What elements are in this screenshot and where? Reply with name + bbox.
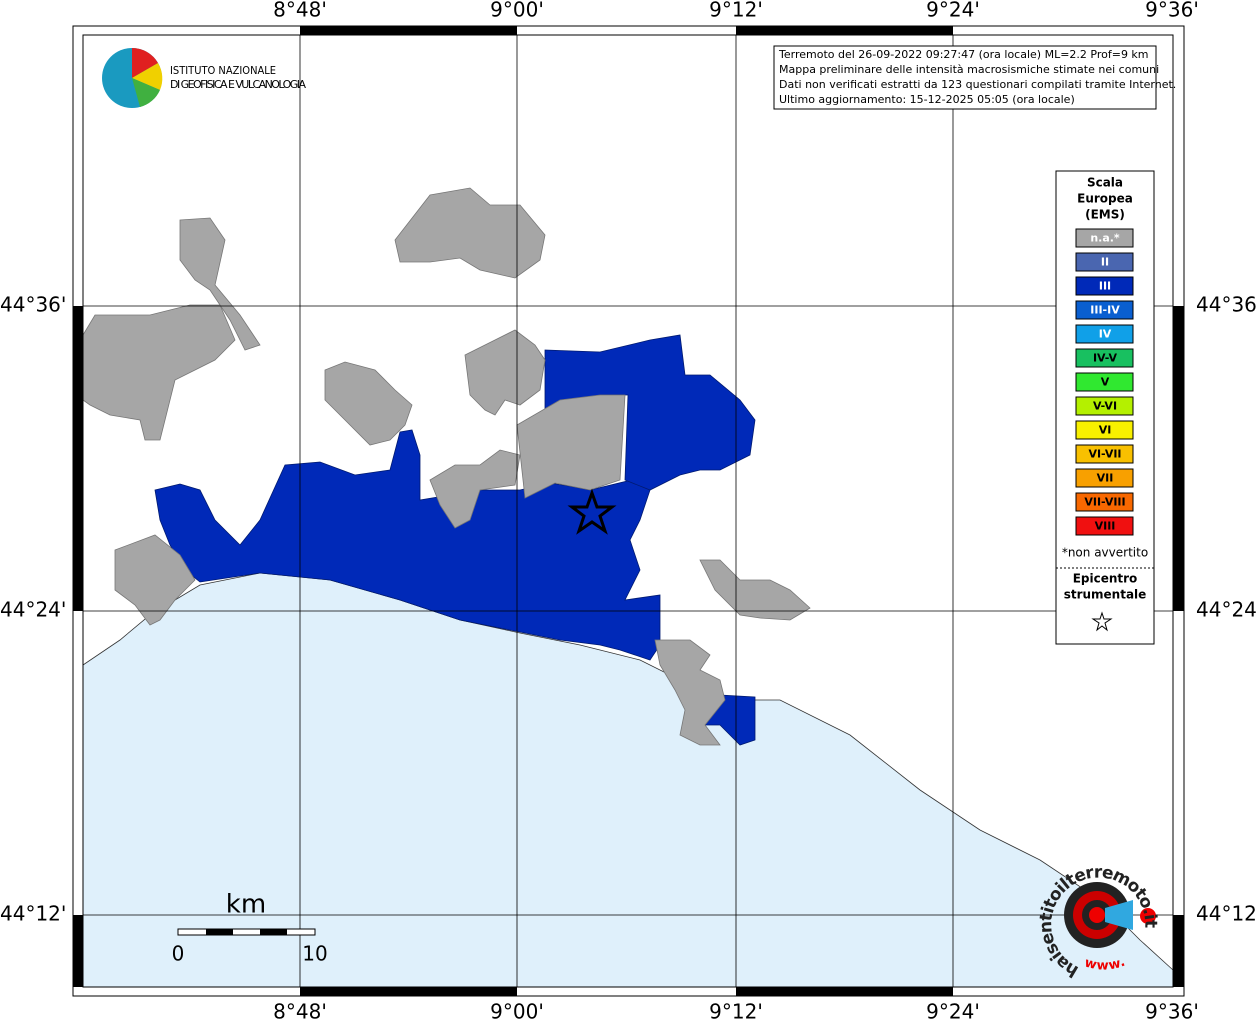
legend-star bbox=[1091, 611, 1113, 632]
logo-segment bbox=[132, 63, 163, 90]
scale-label: 10 bbox=[302, 942, 327, 966]
legend-label: VI-VII bbox=[1088, 448, 1121, 461]
frame-band bbox=[300, 26, 517, 35]
info-frame bbox=[773, 45, 1157, 110]
legend-swatch bbox=[1075, 444, 1134, 464]
lon-label: 9°12' bbox=[709, 0, 763, 22]
badge-dot bbox=[1140, 908, 1156, 924]
info-line: Terremoto del 26-09-2022 09:27:47 (ora l… bbox=[778, 48, 1149, 61]
legend-label: n.a.* bbox=[1090, 232, 1120, 245]
graticule bbox=[83, 35, 1173, 987]
region bbox=[654, 639, 726, 746]
legend-swatch bbox=[1075, 396, 1134, 416]
legend-swatch bbox=[1075, 324, 1134, 344]
legend-epicenter: strumentale bbox=[1064, 588, 1147, 602]
legend-swatch bbox=[1075, 372, 1134, 392]
legend-swatch bbox=[1075, 420, 1134, 440]
badge-wave bbox=[1105, 900, 1133, 930]
ingv-logo: ISTITUTO NAZIONALE DI GEOFISICA E VULCAN… bbox=[102, 47, 306, 108]
lon-label: 9°12' bbox=[709, 1000, 763, 1024]
legend-label: IV-V bbox=[1093, 352, 1118, 365]
lat-label: 44°36' bbox=[1196, 293, 1257, 317]
scale-segment bbox=[260, 929, 287, 935]
region bbox=[82, 304, 236, 441]
legend-swatch bbox=[1075, 228, 1134, 248]
region bbox=[699, 559, 811, 621]
logo-text: ISTITUTO NAZIONALE bbox=[170, 64, 276, 77]
legend-swatch bbox=[1075, 468, 1134, 488]
lon-label: 9°36' bbox=[1145, 1000, 1199, 1024]
legend-swatch bbox=[1075, 252, 1134, 272]
scale-frame bbox=[177, 928, 316, 936]
legend-label: II bbox=[1101, 256, 1109, 269]
legend-label: VI bbox=[1099, 424, 1112, 437]
region bbox=[394, 187, 546, 279]
lon-label: 9°24' bbox=[926, 0, 980, 22]
legend-title: (EMS) bbox=[1085, 208, 1125, 222]
legend-swatch bbox=[1075, 300, 1134, 320]
legend-label: V-VI bbox=[1093, 400, 1117, 413]
info-line: Dati non verificati estratti da 123 ques… bbox=[779, 78, 1176, 91]
lon-label: 8°48' bbox=[273, 0, 327, 22]
info-box: Terremoto del 26-09-2022 09:27:47 (ora l… bbox=[773, 45, 1176, 110]
logo-text: DI GEOFISICA E VULCANOLOGIA bbox=[170, 78, 306, 91]
legend-label: VII bbox=[1097, 472, 1114, 485]
frame-band bbox=[736, 26, 953, 35]
lon-label: 9°00' bbox=[490, 1000, 544, 1024]
legend-swatch bbox=[1075, 348, 1134, 368]
region bbox=[464, 329, 546, 416]
badge-ring bbox=[1089, 907, 1105, 923]
legend-label: V bbox=[1101, 376, 1110, 389]
logo-segment bbox=[132, 47, 158, 78]
regions bbox=[82, 187, 811, 746]
region bbox=[516, 394, 626, 499]
lat-labels: 44°36' 44°24' 44°12' 44°36' 44°24' 44°12… bbox=[0, 293, 1257, 926]
legend-label: IV bbox=[1099, 328, 1112, 341]
lon-label: 9°00' bbox=[490, 0, 544, 22]
legend-swatch bbox=[1075, 276, 1134, 296]
frame-band bbox=[73, 306, 83, 611]
scale-label: 0 bbox=[172, 942, 185, 966]
region bbox=[429, 449, 521, 529]
legend-swatch bbox=[1075, 516, 1134, 536]
frame-band bbox=[300, 987, 517, 996]
lon-label: 9°24' bbox=[926, 1000, 980, 1024]
lon-labels: 8°48' 9°00' 9°12' 9°24' 9°36' 8°48' 9°00… bbox=[273, 0, 1199, 1024]
legend-label: III-IV bbox=[1090, 304, 1120, 317]
legend-title: Europea bbox=[1077, 192, 1133, 206]
frame bbox=[72, 25, 1185, 997]
frame-band bbox=[736, 987, 953, 996]
lat-label: 44°12' bbox=[0, 902, 66, 926]
frame-band bbox=[1173, 915, 1184, 987]
legend-title: Scala bbox=[1087, 176, 1123, 190]
legend: ScalaEuropea(EMS)n.a.*IIIIIIII-IVIVIV-VV… bbox=[1055, 170, 1155, 645]
legend-label: VII-VIII bbox=[1084, 496, 1125, 509]
info-line: Mappa preliminare delle intensità macros… bbox=[779, 63, 1159, 76]
scale-bar: km 0 10 bbox=[172, 890, 328, 966]
lat-label: 44°36' bbox=[0, 293, 66, 317]
legend-label: VIII bbox=[1095, 520, 1116, 533]
badge-prefix: www. bbox=[1083, 954, 1127, 973]
lat-label: 44°12' bbox=[1196, 902, 1257, 926]
frame-band bbox=[1173, 306, 1184, 611]
region bbox=[324, 361, 413, 446]
lon-label: 9°36' bbox=[1145, 0, 1199, 22]
legend-epicenter: Epicentro bbox=[1073, 572, 1138, 586]
legend-swatch bbox=[1075, 492, 1134, 512]
scale-segment bbox=[206, 929, 233, 935]
region bbox=[114, 534, 196, 626]
lat-label: 44°24' bbox=[0, 598, 66, 622]
logo-segment bbox=[132, 78, 160, 107]
region bbox=[179, 217, 261, 351]
frame-band bbox=[73, 915, 83, 987]
epicenter-star bbox=[567, 488, 617, 535]
legend-note: *non avvertito bbox=[1062, 546, 1148, 560]
lat-label: 44°24' bbox=[1196, 598, 1257, 622]
badge-prefix-path: www. bbox=[1083, 954, 1127, 973]
scale-unit: km bbox=[226, 890, 266, 920]
info-line: Ultimo aggiornamento: 15-12-2025 05:05 (… bbox=[779, 93, 1075, 106]
legend-label: III bbox=[1099, 280, 1111, 293]
lon-label: 8°48' bbox=[273, 1000, 327, 1024]
